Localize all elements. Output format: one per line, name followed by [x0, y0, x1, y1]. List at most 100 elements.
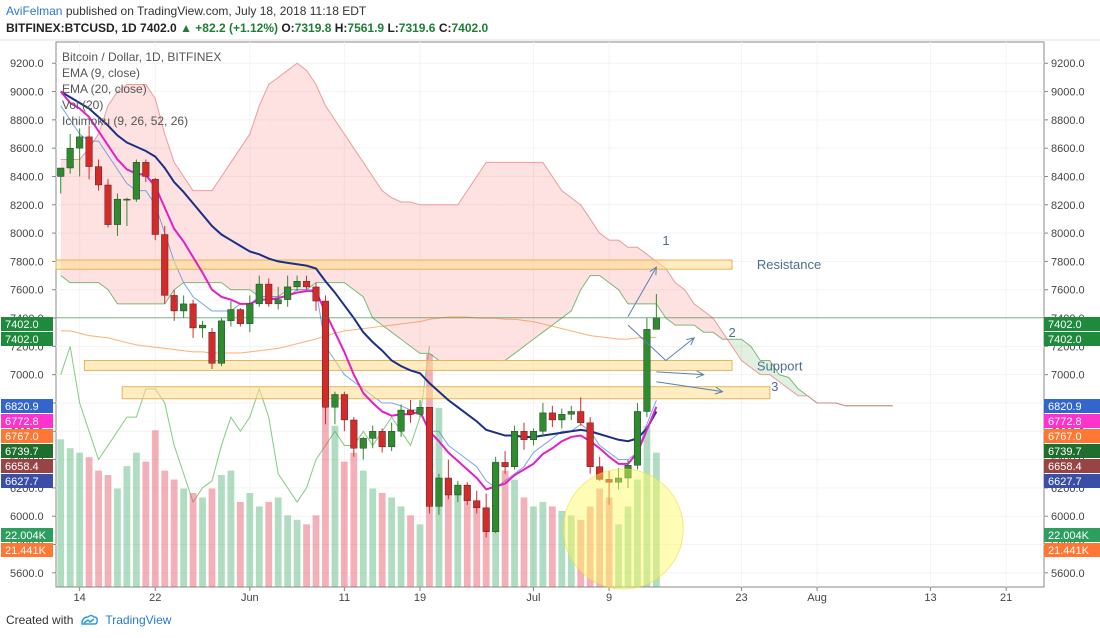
ichimoku-cloud-segment: [628, 247, 638, 304]
ichimoku-cloud-segment: [420, 204, 430, 354]
price-tag-bg: [1, 429, 53, 443]
y-tick-label-right: 7000.0: [1051, 370, 1085, 382]
ichimoku-cloud-segment: [514, 162, 524, 354]
ichimoku-cloud-segment: [524, 162, 534, 347]
candle-body: [199, 324, 207, 329]
candle-body: [170, 295, 178, 312]
candle-body: [444, 477, 452, 496]
price-tag-left: 21.441K: [1, 543, 53, 557]
ichimoku-cloud-segment: [438, 204, 449, 361]
price-tag-text: 22.004K: [1048, 530, 1090, 542]
arrow-head: [686, 337, 696, 346]
price-tag-text: 6820.9: [5, 401, 39, 413]
ichimoku-cloud-segment: [713, 318, 723, 340]
ichimoku-cloud-segment: [665, 268, 676, 326]
annotation-label: 1: [662, 233, 669, 248]
price-tag-bg: [1, 444, 53, 458]
y-tick-label-left: 5600.0: [10, 568, 44, 580]
tradingview-logo-icon: [81, 614, 99, 625]
close-label: C:: [438, 21, 452, 35]
ichimoku-cloud-segment: [448, 204, 458, 361]
ichimoku-cloud-segment: [221, 162, 231, 290]
volume-bar: [369, 488, 377, 587]
candle-body: [76, 136, 84, 149]
projection-arrow: [627, 324, 695, 362]
x-tick-label: Aug: [807, 592, 827, 604]
volume-bar: [189, 492, 197, 587]
volume-ma-line: [60, 316, 657, 354]
price-tag-text: 6739.7: [5, 446, 39, 458]
volume-bar: [331, 425, 339, 587]
price-tag-right: 6658.4: [1044, 459, 1100, 473]
volume-bar: [255, 506, 263, 587]
tradingview-brand[interactable]: TradingView: [105, 613, 172, 627]
price-tag-left: 6772.8: [1, 414, 53, 428]
price-tag-bg: [1044, 317, 1100, 331]
price-tag-left: 7402.0: [1, 332, 53, 346]
candle-body: [236, 309, 244, 324]
price-tag-text: 7402.0: [5, 334, 39, 346]
ichimoku-cloud-segment: [136, 84, 146, 304]
volume-bar: [501, 470, 509, 587]
candle-body: [615, 477, 623, 483]
y-tick-label-right: 8200.0: [1051, 200, 1085, 212]
x-tick-label: 22: [149, 592, 161, 604]
ichimoku-cloud-segment: [732, 339, 742, 361]
candle-body: [482, 507, 490, 532]
volume-bar: [246, 492, 254, 587]
ichimoku-cloud-segment: [117, 84, 127, 304]
ichimoku-cloud-segment: [174, 162, 184, 290]
legend-vol[interactable]: Vol (20): [62, 98, 104, 112]
price-tag-text: 6627.7: [5, 476, 39, 488]
volume-bar: [407, 515, 414, 587]
candle-body: [340, 394, 348, 421]
legend-ichimoku[interactable]: Ichimoku (9, 26, 52, 26): [62, 114, 189, 128]
candle-body: [463, 484, 471, 501]
open-value: 7319.8: [294, 21, 332, 35]
candle-body: [293, 281, 301, 288]
candle-body: [104, 184, 112, 225]
legend-ema9[interactable]: EMA (9, close): [62, 66, 141, 80]
volume-bar: [511, 479, 518, 587]
price-tag-left: 6767.0: [1, 429, 53, 443]
y-tick-label-right: 6000.0: [1051, 511, 1085, 523]
candle-body: [605, 479, 613, 483]
volume-bar: [161, 470, 169, 587]
volume-bar: [350, 452, 358, 587]
y-tick-label-left: 7600.0: [10, 285, 44, 297]
price-tag-right: 21.441K: [1044, 543, 1100, 557]
candle-body: [633, 411, 641, 466]
legend-ema20[interactable]: EMA (20, close): [62, 82, 147, 96]
x-tick-label: 9: [606, 592, 612, 604]
candle-body: [265, 283, 273, 305]
ichimoku-cloud-segment: [429, 204, 439, 361]
candle-body: [312, 286, 320, 302]
volume-bar: [284, 515, 292, 587]
candle-body: [407, 409, 415, 415]
price-tag-text: 21.441K: [5, 545, 47, 557]
y-tick-label-left: 8000.0: [10, 228, 44, 240]
volume-bar: [114, 488, 121, 587]
ichimoku-cloud-segment: [230, 148, 241, 290]
volume-bar: [567, 515, 575, 587]
volume-bar: [57, 439, 65, 587]
price-tag-right: 6767.0: [1044, 429, 1100, 443]
price-tag-bg: [1044, 528, 1100, 542]
price-tag-text: 7402.0: [1048, 334, 1082, 346]
volume-bar: [180, 488, 188, 587]
ichimoku-cloud-segment: [401, 201, 411, 347]
volume-bar: [615, 524, 622, 587]
ichimoku-cloud-segment: [325, 105, 335, 283]
price-tag-right: 6772.8: [1044, 414, 1100, 428]
volume-bar: [170, 479, 178, 587]
volume-bar: [293, 519, 301, 587]
y-tick-label-right: 8800.0: [1051, 115, 1085, 127]
candle-body: [227, 309, 235, 322]
price-tag-bg: [1, 459, 53, 473]
price-tag-text: 6767.0: [5, 431, 39, 443]
author-link[interactable]: AviFelman: [6, 4, 63, 18]
price-tag-bg: [1044, 474, 1100, 488]
price-tag-text: 7402.0: [5, 319, 39, 331]
volume-bar: [530, 506, 537, 587]
